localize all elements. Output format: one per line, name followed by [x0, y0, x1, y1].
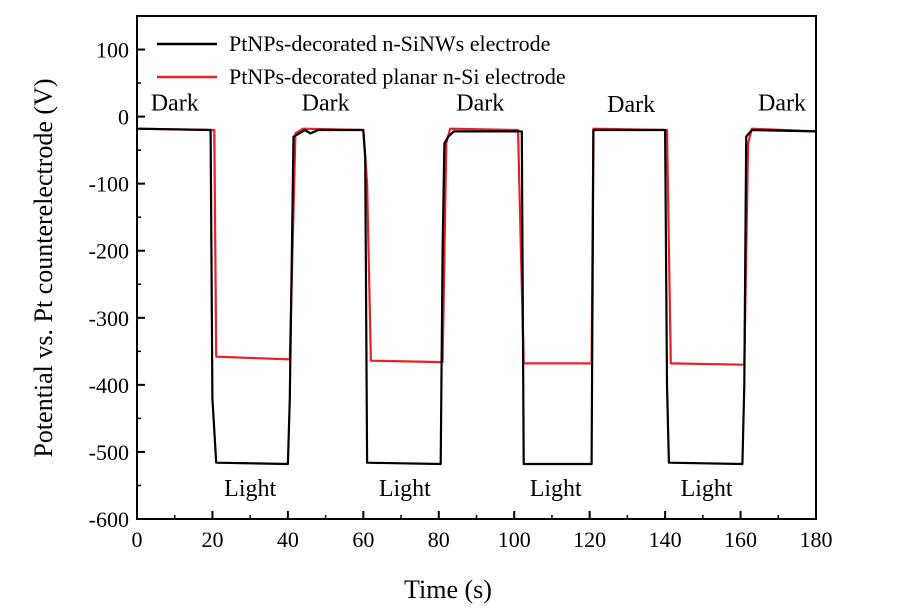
x-axis-title: Time (s): [404, 575, 492, 604]
annotation-label: Dark: [302, 91, 350, 117]
series-line: [136, 127, 817, 466]
x-tick-label: 0: [132, 527, 143, 552]
y-tick-label: 0: [118, 105, 129, 130]
axis-ticks: 0 20 40 60 80 100 120 140 160 180 100 0 -100 -200 -300…: [89, 15, 833, 552]
annotation-label: Dark: [758, 91, 806, 117]
series-lines: [136, 127, 817, 466]
series-line: [136, 127, 817, 366]
y-tick-label: -600: [89, 507, 129, 532]
annotation-label: Dark: [151, 91, 199, 117]
x-tick-label: 140: [649, 527, 682, 552]
x-tick-label: 120: [573, 527, 606, 552]
y-tick-label: -300: [89, 306, 129, 331]
annotation-label: Dark: [456, 91, 504, 117]
x-tick-label: 160: [724, 527, 757, 552]
annotation-label: Light: [224, 476, 276, 502]
x-tick-label: 100: [498, 527, 531, 552]
annotation-label: Dark: [607, 92, 655, 118]
x-tick-label: 20: [201, 527, 223, 552]
y-tick-label: -400: [89, 373, 129, 398]
x-tick-label: 40: [277, 527, 299, 552]
y-axis-title: Potential vs. Pt counterelectrode (V): [29, 78, 58, 457]
x-tick-label: 180: [800, 527, 833, 552]
y-tick-label: -200: [89, 239, 129, 264]
y-tick-label: 100: [96, 38, 129, 63]
annotation-label: Light: [379, 476, 431, 502]
x-tick-label: 80: [428, 527, 450, 552]
annotations: Dark Dark Dark Dark Dark Light Light Light Light: [151, 91, 806, 503]
legend-label: PtNPs-decorated n-SiNWs electrode: [229, 31, 550, 56]
annotation-label: Light: [530, 476, 582, 502]
y-tick-label: -100: [89, 172, 129, 197]
annotation-label: Light: [681, 476, 733, 502]
legend-label: PtNPs-decorated planar n-Si electrode: [229, 64, 566, 89]
y-tick-label: -500: [89, 440, 129, 465]
x-tick-label: 60: [352, 527, 374, 552]
legend: PtNPs-decorated n-SiNWs electrode PtNPs-d…: [157, 31, 566, 89]
